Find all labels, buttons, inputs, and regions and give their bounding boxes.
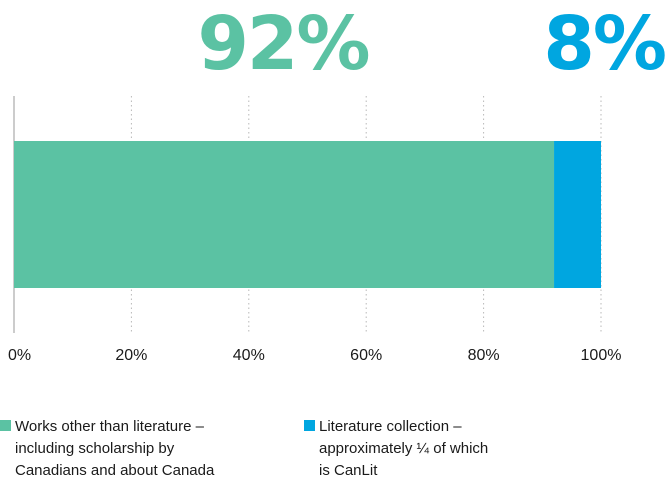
legend-label: Canadians and about Canada — [15, 462, 215, 478]
x-tick-label: 60% — [350, 347, 382, 364]
bar-segment — [14, 141, 555, 288]
data-label: 92% — [197, 1, 368, 87]
legend-label: Works other than literature – — [15, 418, 205, 435]
x-tick-label: 40% — [233, 347, 265, 364]
x-tick-label: 20% — [115, 347, 147, 364]
legend-swatch — [304, 420, 315, 431]
legend-label: is CanLit — [319, 462, 378, 478]
bar-segment — [554, 141, 601, 288]
legend-label: including scholarship by — [15, 440, 175, 457]
legend-swatch — [0, 420, 11, 431]
legend-label: approximately ¼ of which — [319, 440, 488, 457]
legend-label: Literature collection – — [319, 418, 462, 435]
x-tick-label: 80% — [468, 347, 500, 364]
x-tick-label: 100% — [581, 347, 622, 364]
data-label: 8% — [543, 1, 665, 87]
x-tick-label: 0% — [8, 347, 31, 364]
